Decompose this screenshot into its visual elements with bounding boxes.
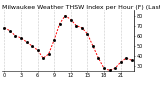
Text: Milwaukee Weather THSW Index per Hour (F) (Last 24 Hours): Milwaukee Weather THSW Index per Hour (F…	[2, 5, 160, 10]
